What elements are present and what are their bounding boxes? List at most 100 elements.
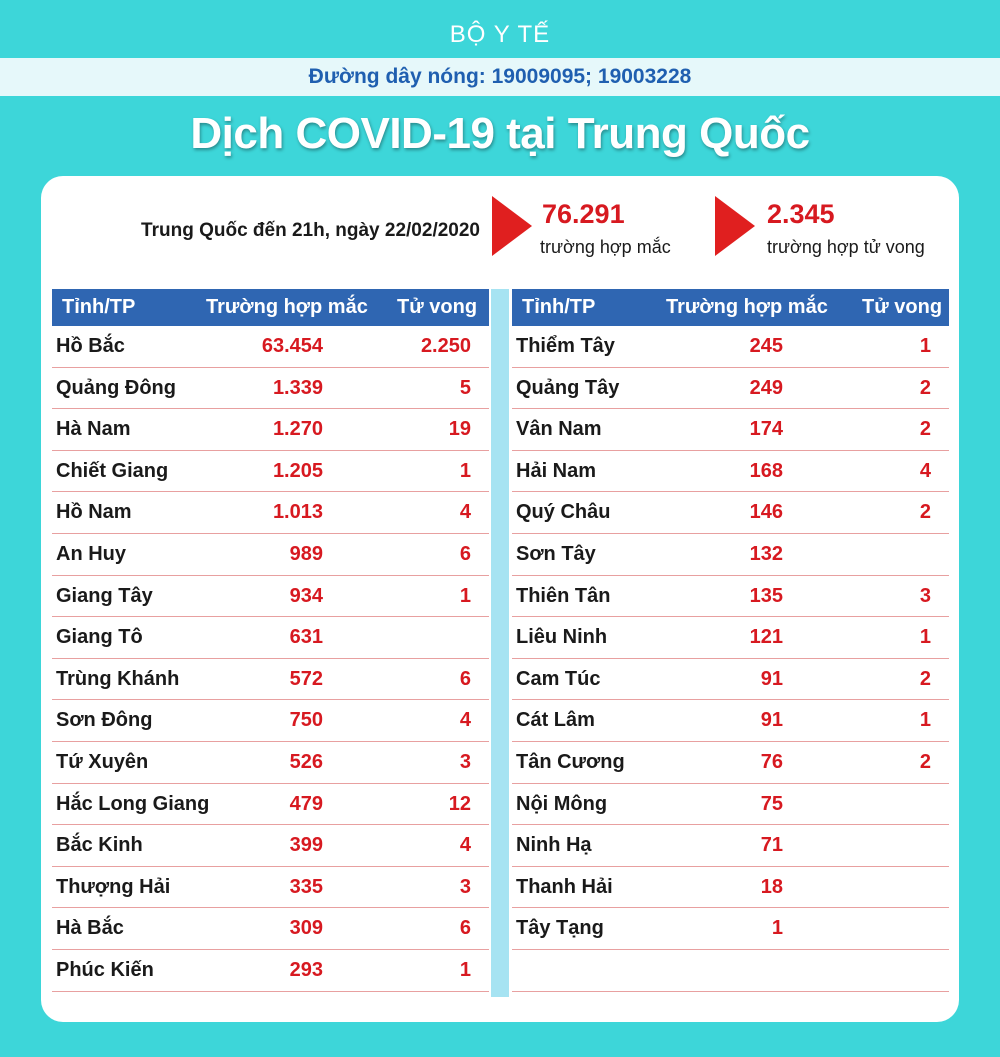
table-divider (491, 289, 509, 997)
death-count: 2 (919, 376, 931, 399)
province-name: Ninh Hạ (516, 834, 592, 857)
death-count: 2.250 (420, 335, 471, 357)
province-name: Tứ Xuyên (56, 750, 149, 773)
province-name: Trùng Khánh (56, 667, 180, 690)
province-name: Thượng Hải (56, 875, 171, 898)
summary-label: Trung Quốc đến 21h, ngày 22/02/2020 (141, 220, 480, 241)
case-count: 631 (289, 626, 323, 649)
header-deaths: Tử vong (397, 296, 478, 318)
province-name: Hải Nam (516, 459, 597, 482)
death-count: 4 (459, 501, 471, 524)
death-count: 1 (919, 709, 931, 732)
total-deaths-value: 2.345 (767, 199, 835, 229)
death-count: 1 (459, 584, 471, 607)
total-cases-label: trường hợp mắc (540, 237, 671, 257)
death-count: 1 (459, 459, 471, 482)
province-name: Hà Nam (56, 418, 131, 441)
province-name: Quảng Đông (56, 376, 176, 399)
case-count: 91 (760, 667, 783, 690)
death-count: 2 (919, 667, 931, 690)
death-count: 2 (919, 418, 931, 441)
header-province: Tỉnh/TP (522, 296, 596, 318)
hotline-banner: Đường dây nóng: 19009095; 19003228 (0, 58, 1000, 96)
table-row: Cát Lâm 91 1 (512, 700, 949, 742)
table-row: An Huy 989 6 (52, 534, 489, 576)
page-title: Dịch COVID-19 tại Trung Quốc (190, 109, 810, 158)
table-row: Vân Nam 174 2 (512, 409, 949, 451)
death-count: 4 (919, 459, 931, 482)
province-name: Hắc Long Giang (56, 792, 210, 815)
hotline-text: Đường dây nóng: 19009095; 19003228 (308, 65, 692, 88)
case-count: 335 (289, 875, 323, 898)
province-name: Sơn Đông (56, 709, 153, 732)
death-count: 6 (459, 667, 471, 690)
table-row: Quảng Đông 1.339 5 (52, 368, 489, 410)
death-count: 4 (459, 834, 471, 857)
table-row: Cam Túc 91 2 (512, 659, 949, 701)
province-name: An Huy (56, 542, 126, 565)
ministry-label: BỘ Y TẾ (449, 21, 551, 48)
death-count: 1 (459, 958, 471, 981)
case-count: 63.454 (261, 335, 323, 357)
death-count: 2 (919, 501, 931, 524)
table-row: Thượng Hải 335 3 (52, 867, 489, 909)
case-count: 174 (749, 418, 783, 441)
death-count: 12 (448, 792, 471, 815)
province-name: Sơn Tây (516, 542, 596, 565)
case-count: 526 (289, 750, 323, 773)
case-count: 168 (749, 459, 783, 482)
header-cases: Trường hợp mắc (206, 296, 368, 318)
table-row: Hồ Bắc 63.454 2.250 (52, 326, 489, 368)
header-cases: Trường hợp mắc (666, 296, 828, 318)
header-deaths: Tử vong (862, 296, 943, 318)
case-count: 309 (289, 917, 323, 940)
case-count: 989 (289, 542, 323, 565)
death-count: 5 (459, 376, 471, 399)
province-name: Hồ Nam (56, 501, 132, 524)
case-count: 121 (749, 626, 783, 649)
table-row (512, 950, 949, 992)
case-count: 399 (289, 834, 323, 857)
province-name: Liêu Ninh (516, 626, 608, 649)
case-count: 1.205 (272, 459, 323, 482)
death-count: 2 (919, 750, 931, 773)
case-count: 1.339 (272, 376, 323, 399)
case-count: 18 (760, 875, 783, 898)
death-count: 3 (919, 584, 931, 607)
province-name: Thiên Tân (516, 584, 611, 607)
case-count: 76 (760, 750, 783, 773)
province-name: Hồ Bắc (56, 335, 125, 357)
table-row: Sơn Tây 132 (512, 534, 949, 576)
province-name: Hà Bắc (56, 917, 124, 940)
death-count: 19 (448, 418, 471, 441)
table-row: Hà Bắc 309 6 (52, 908, 489, 950)
province-table-left: Tỉnh/TP Trường hợp mắc Tử vong Hồ Bắc 63.… (52, 289, 489, 992)
province-name: Thiểm Tây (516, 335, 615, 357)
table-row: Hải Nam 168 4 (512, 451, 949, 493)
death-count: 3 (459, 750, 471, 773)
table-row: Giang Tô 631 (52, 617, 489, 659)
province-name: Bắc Kinh (56, 834, 143, 857)
table-row: Quý Châu 146 2 (512, 492, 949, 534)
total-deaths-label: trường hợp tử vong (767, 237, 925, 257)
case-count: 1.013 (272, 501, 323, 524)
province-name: Tây Tạng (516, 917, 604, 940)
death-count: 6 (459, 917, 471, 940)
table-header: Tỉnh/TP Trường hợp mắc Tử vong (512, 289, 949, 326)
province-name: Phúc Kiến (56, 958, 154, 981)
province-name: Giang Tây (56, 584, 153, 607)
table-row: Chiết Giang 1.205 1 (52, 451, 489, 493)
header-province: Tỉnh/TP (62, 296, 136, 318)
case-count: 75 (760, 792, 783, 815)
table-row: Thiểm Tây 245 1 (512, 326, 949, 368)
case-count: 572 (289, 667, 323, 690)
table-row: Tứ Xuyên 526 3 (52, 742, 489, 784)
province-name: Nội Mông (516, 792, 608, 815)
province-name: Quý Châu (516, 501, 611, 524)
table-row: Nội Mông 75 (512, 784, 949, 826)
province-name: Cam Túc (516, 667, 601, 690)
case-count: 91 (760, 709, 783, 732)
province-name: Chiết Giang (56, 459, 169, 482)
case-count: 132 (749, 542, 783, 565)
case-count: 249 (749, 376, 783, 399)
